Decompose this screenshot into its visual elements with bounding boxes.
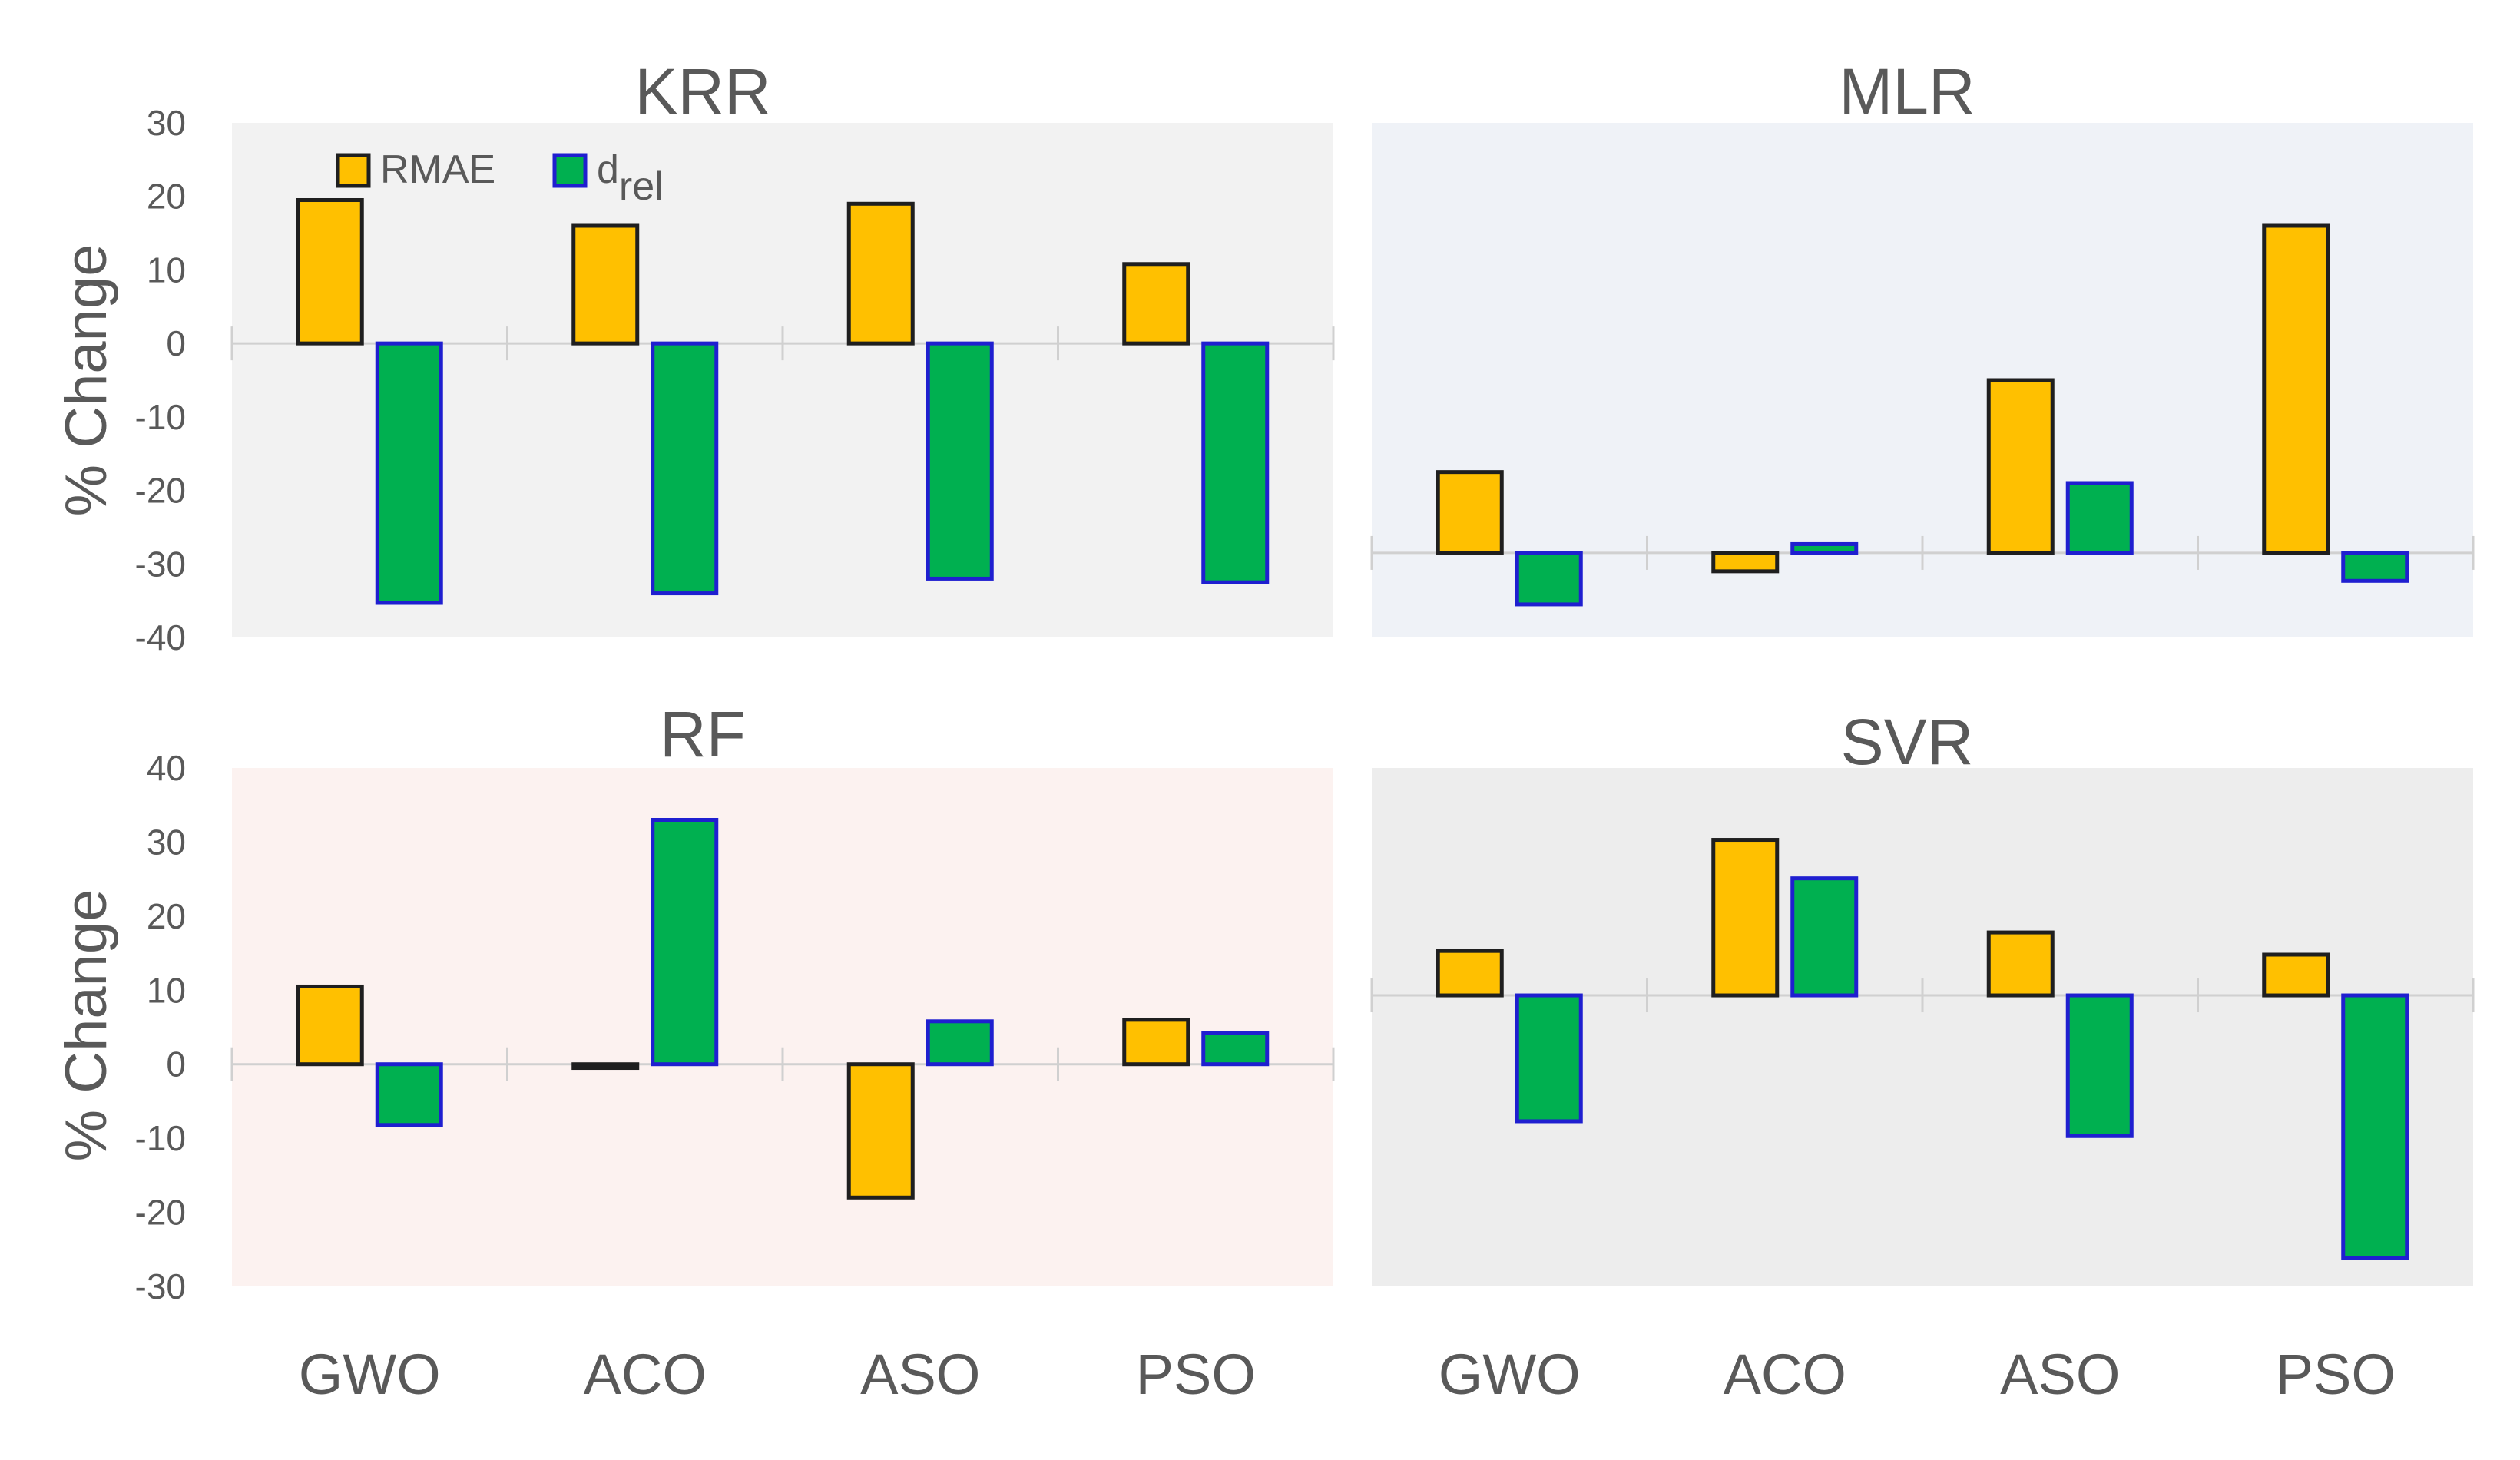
y-tick-label: -30 <box>135 1266 186 1306</box>
bar-drel-gwo <box>375 1062 443 1127</box>
category-label: PSO <box>2276 1342 2396 1406</box>
chart-title: RF <box>660 698 746 770</box>
y-tick-label: -40 <box>135 617 186 657</box>
y-tick-label: 30 <box>147 822 186 862</box>
chart-mlr: MLR <box>1370 55 2475 637</box>
chart-title: MLR <box>1839 55 1975 127</box>
legend: RMAE drel <box>336 147 664 209</box>
category-label: ASO <box>860 1342 980 1406</box>
category-label: PSO <box>1136 1342 1256 1406</box>
bar-rmae-pso <box>1122 1018 1190 1067</box>
chart-svr: SVR GWO ACO ASO PSO <box>1370 706 2475 1406</box>
bar-drel-pso <box>1201 1031 1270 1067</box>
y-tick-label: 0 <box>166 323 186 363</box>
y-tick-label: -20 <box>135 1193 186 1233</box>
bar-rmae-aso <box>846 1062 915 1200</box>
y-tick-label: -20 <box>135 471 186 511</box>
y-tick-label: 40 <box>147 748 186 788</box>
bar-drel-gwo <box>1515 551 1583 607</box>
bar-drel-aco <box>1790 541 1859 555</box>
y-tick-label: 10 <box>147 970 186 1010</box>
bar-rmae-pso <box>2262 223 2330 555</box>
category-label: GWO <box>1439 1342 1581 1406</box>
bar-rmae-aso <box>846 201 915 346</box>
y-tick-label: -10 <box>135 1118 186 1158</box>
bar-drel-aso <box>926 341 994 581</box>
category-label: ASO <box>2000 1342 2120 1406</box>
chart-title: SVR <box>1841 706 1974 778</box>
bar-drel-gwo <box>375 341 443 605</box>
bar-rmae-gwo <box>1436 470 1504 555</box>
bar-drel-aco <box>651 341 719 596</box>
bar-rmae-gwo <box>1436 949 1504 998</box>
chart-krr: KRR 30 20 10 0 -10 -20 -30 -40 % Change <box>54 55 1335 657</box>
bar-rmae-aso <box>1986 930 2055 998</box>
bar-rmae-pso <box>2262 952 2330 998</box>
chart-rf: RF 40 30 20 10 0 -10 -20 -30 % Change GWO ACO ASO PSO <box>54 698 1335 1406</box>
category-label: ACO <box>1724 1342 1846 1406</box>
bar-drel-aco <box>1790 876 1859 998</box>
bar-drel-pso <box>2341 993 2409 1260</box>
bar-drel-aco <box>651 818 719 1067</box>
bar-drel-aso <box>2065 993 2134 1138</box>
bar-rmae-gwo <box>296 198 364 346</box>
legend-swatch-rmae <box>336 153 371 188</box>
bar-drel-pso <box>2341 551 2409 583</box>
bar-rmae-aco <box>1711 838 1780 998</box>
legend-label-drel-main: d <box>597 147 619 192</box>
y-tick-label: 10 <box>147 250 186 290</box>
y-tick-label: -30 <box>135 544 186 584</box>
bar-rmae-aco <box>1711 551 1780 574</box>
bar-drel-aso <box>2065 481 2134 555</box>
bar-rmae-aco <box>571 1062 640 1071</box>
chart-panels: KRR 30 20 10 0 -10 -20 -30 -40 % Change MLR RF 40 30 2… <box>54 55 2475 1406</box>
bar-drel-pso <box>1201 341 1270 584</box>
y-tick-label: 30 <box>147 103 186 143</box>
y-axis-label: % Change <box>54 244 119 517</box>
legend-label-drel: drel <box>597 147 664 209</box>
category-label: GWO <box>299 1342 441 1406</box>
legend-label-rmae: RMAE <box>380 147 495 192</box>
bar-rmae-aso <box>1986 378 2055 555</box>
bar-rmae-aco <box>571 223 640 346</box>
legend-label-drel-sub: rel <box>619 164 664 209</box>
y-tick-label: 20 <box>147 896 186 936</box>
bar-rmae-pso <box>1122 262 1190 346</box>
y-axis-label: % Change <box>54 889 119 1162</box>
bar-drel-aso <box>926 1019 994 1067</box>
chart-title: KRR <box>634 55 770 127</box>
y-tick-label: -10 <box>135 397 186 437</box>
legend-swatch-drel <box>552 153 588 188</box>
category-label: ACO <box>584 1342 707 1406</box>
y-tick-label: 20 <box>147 177 186 217</box>
bar-drel-gwo <box>1515 993 1583 1124</box>
y-tick-label: 0 <box>166 1045 186 1084</box>
bar-rmae-gwo <box>296 984 364 1067</box>
